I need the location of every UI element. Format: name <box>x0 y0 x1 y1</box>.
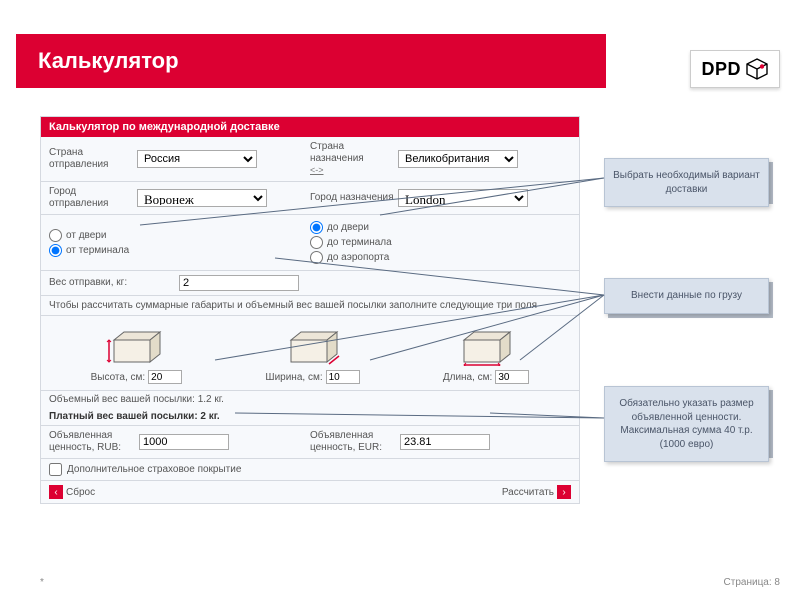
declared-rub-label: Объявленная ценность, RUB: <box>49 430 139 454</box>
origin-city-label: Город отправления <box>49 186 137 210</box>
origin-city-select[interactable]: Воронеж <box>137 189 267 207</box>
slide-title: Калькулятор <box>16 34 606 88</box>
insurance-label: Дополнительное страховое покрытие <box>67 464 241 475</box>
width-label: Ширина, см: <box>265 372 322 383</box>
radio-to-airport[interactable]: до аэропорта <box>310 251 571 264</box>
buttons-row: ‹ Сброс Рассчитать › <box>41 481 579 503</box>
radio-to-door[interactable]: до двери <box>310 221 571 234</box>
insurance-checkbox[interactable] <box>49 463 62 476</box>
cube-icon <box>745 57 769 81</box>
dest-city-label: Город назначения <box>310 192 398 204</box>
arrow-right-icon: › <box>557 485 571 499</box>
height-label: Высота, см: <box>91 372 146 383</box>
radio-from-door[interactable]: от двери <box>49 229 310 242</box>
radio-to-terminal[interactable]: до терминала <box>310 236 571 249</box>
declared-rub-input[interactable] <box>139 434 229 450</box>
weight-input[interactable] <box>179 275 299 291</box>
callout-delivery: Выбрать необходимый вариант доставки <box>604 158 769 207</box>
dest-city-select[interactable]: London <box>398 189 528 207</box>
length-label: Длина, см: <box>443 372 493 383</box>
height-input[interactable] <box>148 370 182 384</box>
declared-value-row: Объявленная ценность, RUB: Объявленная ц… <box>41 426 579 459</box>
countries-row: Страна отправления Россия Страна назначе… <box>41 137 579 182</box>
origin-country-label: Страна отправления <box>49 147 137 171</box>
calculator-panel: Калькулятор по международной доставке Ст… <box>40 116 580 504</box>
callout-cargo: Внести данные по грузу <box>604 278 769 314</box>
radio-from-terminal[interactable]: от терминала <box>49 244 310 257</box>
insurance-row: Дополнительное страховое покрытие <box>41 459 579 481</box>
origin-country-select[interactable]: Россия <box>137 150 257 168</box>
logo-text: DPD <box>701 59 741 80</box>
dims-instruction: Чтобы рассчитать суммарные габариты и об… <box>41 296 579 316</box>
pay-weight-line: Платный вес вашей посылки: 2 кг. <box>41 408 579 426</box>
box-length-icon <box>456 326 516 366</box>
footer-mark: * <box>40 577 44 588</box>
declared-eur-input[interactable] <box>400 434 490 450</box>
width-input[interactable] <box>326 370 360 384</box>
dimensions-row: Высота, см: Ширина, см: Длина, см: <box>41 316 579 391</box>
callout-value: Обязательно указать размер объявленной ц… <box>604 386 769 462</box>
weight-row: Вес отправки, кг: <box>41 271 579 296</box>
length-input[interactable] <box>495 370 529 384</box>
dest-country-label: Страна назначения <-> <box>310 141 398 177</box>
reset-button[interactable]: ‹ Сброс <box>49 485 95 499</box>
dpd-logo: DPD <box>690 50 780 88</box>
page-number: Страница: 8 <box>724 577 780 588</box>
arrow-left-icon: ‹ <box>49 485 63 499</box>
vol-weight-line: Объемный вес вашей посылки: 1.2 кг. <box>41 391 579 408</box>
swap-link[interactable]: <-> <box>310 165 324 175</box>
panel-title: Калькулятор по международной доставке <box>41 117 579 137</box>
delivery-mode-row: от двери от терминала до двери до термин… <box>41 215 579 271</box>
cities-row: Город отправления Воронеж Город назначен… <box>41 182 579 215</box>
declared-eur-label: Объявленная ценность, EUR: <box>310 430 400 454</box>
calculate-button[interactable]: Рассчитать › <box>502 485 571 499</box>
box-width-icon <box>283 326 343 366</box>
dest-country-select[interactable]: Великобритания <box>398 150 518 168</box>
weight-label: Вес отправки, кг: <box>49 277 179 289</box>
box-height-icon <box>106 326 166 366</box>
